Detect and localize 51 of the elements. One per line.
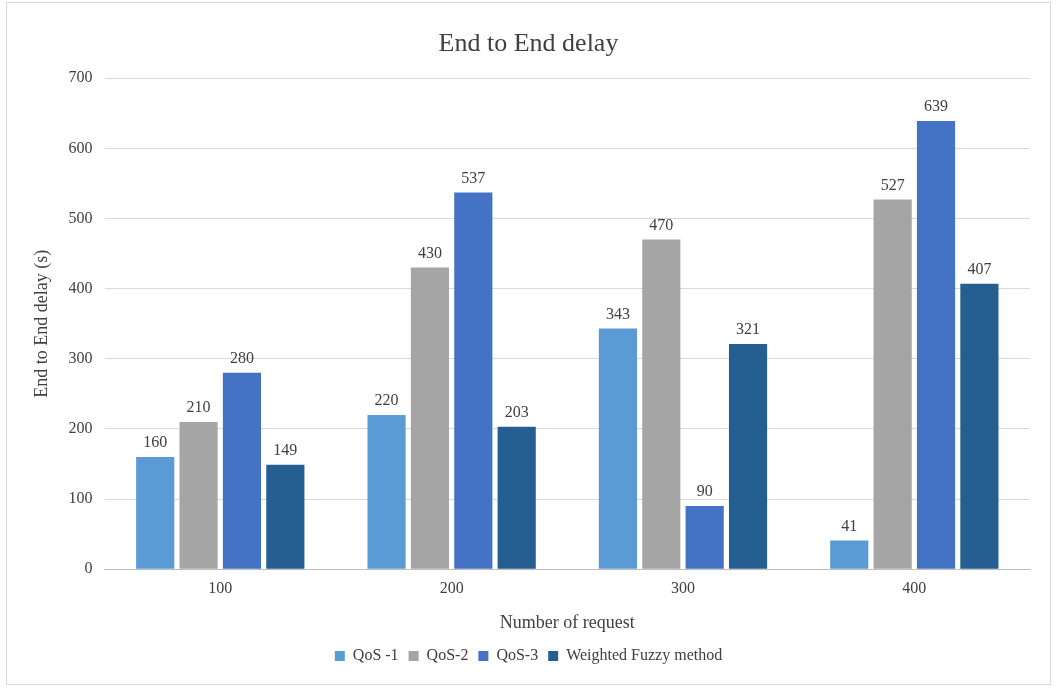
y-tick-label: 0 bbox=[84, 559, 93, 577]
data-label: 527 bbox=[880, 175, 905, 193]
y-tick-label: 500 bbox=[68, 208, 93, 226]
y-tick-label: 100 bbox=[68, 489, 93, 507]
data-label: 407 bbox=[967, 259, 992, 277]
x-tick-label: 400 bbox=[902, 579, 927, 596]
x-tick-label: 200 bbox=[439, 579, 464, 596]
y-tick-label: 400 bbox=[68, 278, 93, 296]
data-label: 210 bbox=[186, 398, 211, 416]
bar bbox=[960, 283, 999, 569]
bar bbox=[728, 344, 768, 569]
data-label: 537 bbox=[461, 168, 486, 186]
y-tick-label: 300 bbox=[68, 348, 93, 366]
bar bbox=[410, 267, 450, 569]
legend-label: QoS -1 bbox=[352, 646, 399, 664]
y-axis-title: End to End delay (s) bbox=[30, 249, 52, 398]
bar bbox=[454, 192, 493, 569]
bar bbox=[685, 506, 724, 569]
data-label: 343 bbox=[605, 304, 630, 322]
data-label: 203 bbox=[504, 403, 529, 421]
bar bbox=[873, 199, 912, 569]
bar bbox=[136, 456, 175, 569]
data-label: 41 bbox=[841, 516, 858, 534]
y-tick-label: 700 bbox=[68, 68, 93, 86]
bar bbox=[367, 414, 406, 569]
legend-label: QoS-2 bbox=[426, 646, 469, 664]
bar bbox=[642, 239, 681, 569]
bar bbox=[497, 426, 536, 569]
data-label: 470 bbox=[649, 215, 674, 233]
y-tick-label: 200 bbox=[68, 419, 93, 437]
data-label: 220 bbox=[374, 391, 399, 409]
data-label: 430 bbox=[417, 243, 442, 261]
data-label: 90 bbox=[696, 482, 713, 500]
data-label: 321 bbox=[736, 320, 761, 338]
x-tick-label: 300 bbox=[670, 579, 695, 596]
bar bbox=[266, 464, 305, 569]
x-axis-title: Number of request bbox=[499, 611, 635, 632]
data-label: 280 bbox=[229, 349, 254, 366]
data-label: 160 bbox=[143, 433, 168, 451]
bar bbox=[598, 328, 637, 569]
bar bbox=[222, 372, 262, 569]
legend-label: Weighted Fuzzy method bbox=[566, 646, 723, 665]
legend-label: QoS-3 bbox=[496, 646, 539, 664]
chart-title: End to End delay bbox=[438, 28, 619, 58]
bar bbox=[830, 540, 869, 569]
x-tick-label: 100 bbox=[208, 579, 233, 596]
y-tick-label: 600 bbox=[68, 138, 93, 156]
data-label: 149 bbox=[273, 440, 298, 458]
bar bbox=[916, 120, 956, 569]
bar bbox=[179, 421, 218, 569]
data-label: 639 bbox=[924, 97, 949, 115]
